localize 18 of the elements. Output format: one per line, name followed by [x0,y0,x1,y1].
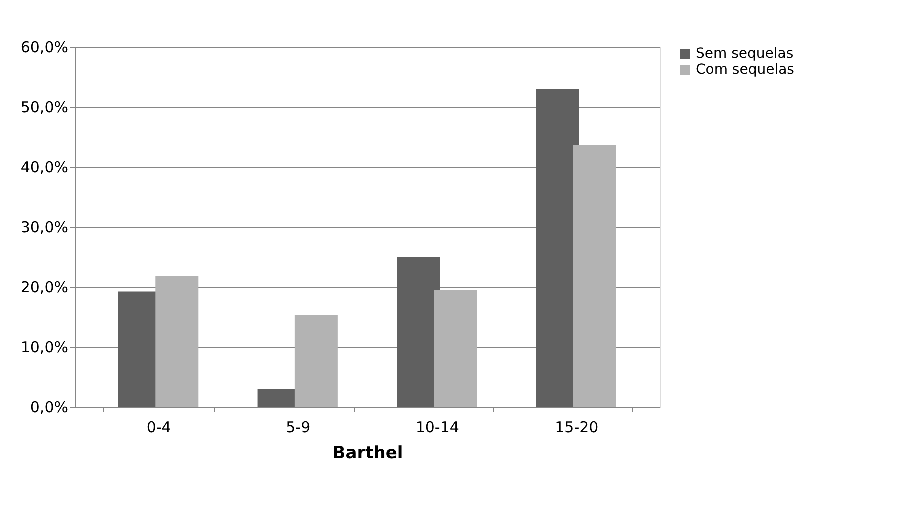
x-tick-label: 10-14 [416,418,460,436]
x-axis-title: Barthel [332,444,404,464]
legend-label: Sem sequelas [696,46,794,62]
x-tick-label: 15-20 [555,418,599,436]
y-tick-label: 30,0% [20,218,68,236]
y-tick-label: 20,0% [20,278,68,296]
y-tick-label: 50,0% [20,98,68,116]
legend-label: Com sequelas [696,62,794,78]
bar [574,145,616,407]
y-tick-label: 60,0% [20,38,68,56]
bar [434,290,478,407]
x-tick-label: 5-9 [286,418,311,436]
y-tick-label: 40,0% [20,158,68,176]
bar [294,315,338,407]
y-tick-label: 0,0% [30,398,68,416]
y-tick-label: 10,0% [20,338,68,356]
bar [156,276,199,407]
x-tick-label: 0-4 [146,418,172,436]
